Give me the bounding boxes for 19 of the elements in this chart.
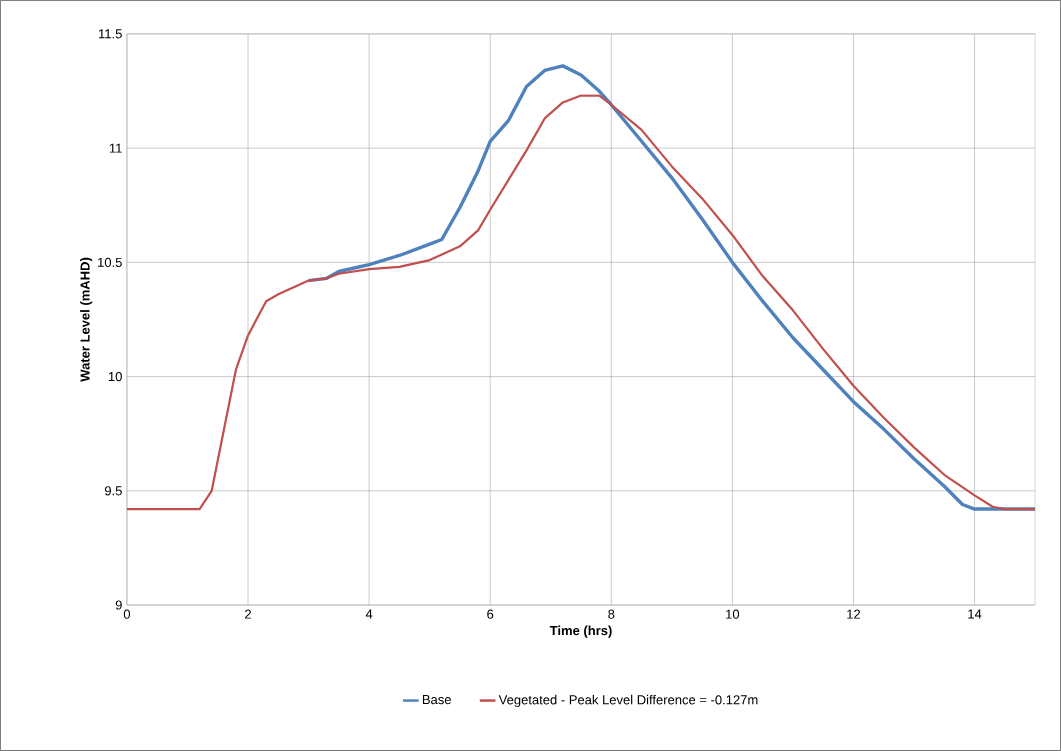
y-tick-label: 11 [109,143,122,153]
y-tick-label: 9 [115,600,122,610]
x-tick-label: 12 [847,609,861,619]
line-series [306,64,1036,511]
legend-label: Vegetated - Peak Level Difference = -0.127m [498,694,758,708]
x-axis-title: Time (hrs) [549,625,612,638]
legend-label: Base [422,695,451,705]
x-tick-label: 10 [726,609,740,619]
x-tick-label: 14 [968,609,982,619]
x-tick-label: 4 [365,609,373,619]
x-tick-label: 0 [123,609,131,619]
y-tick-label: 9.5 [104,486,122,496]
x-tick-label: 8 [608,609,615,619]
y-axis-title: Water Level (mAHD) [80,257,93,382]
y-tick-label: 10 [108,371,122,382]
y-tick-label: 10.5 [98,257,122,267]
x-tick-label: 2 [245,609,251,619]
y-tick-label: 11.5 [99,29,122,39]
x-tick-label: 6 [487,609,494,619]
